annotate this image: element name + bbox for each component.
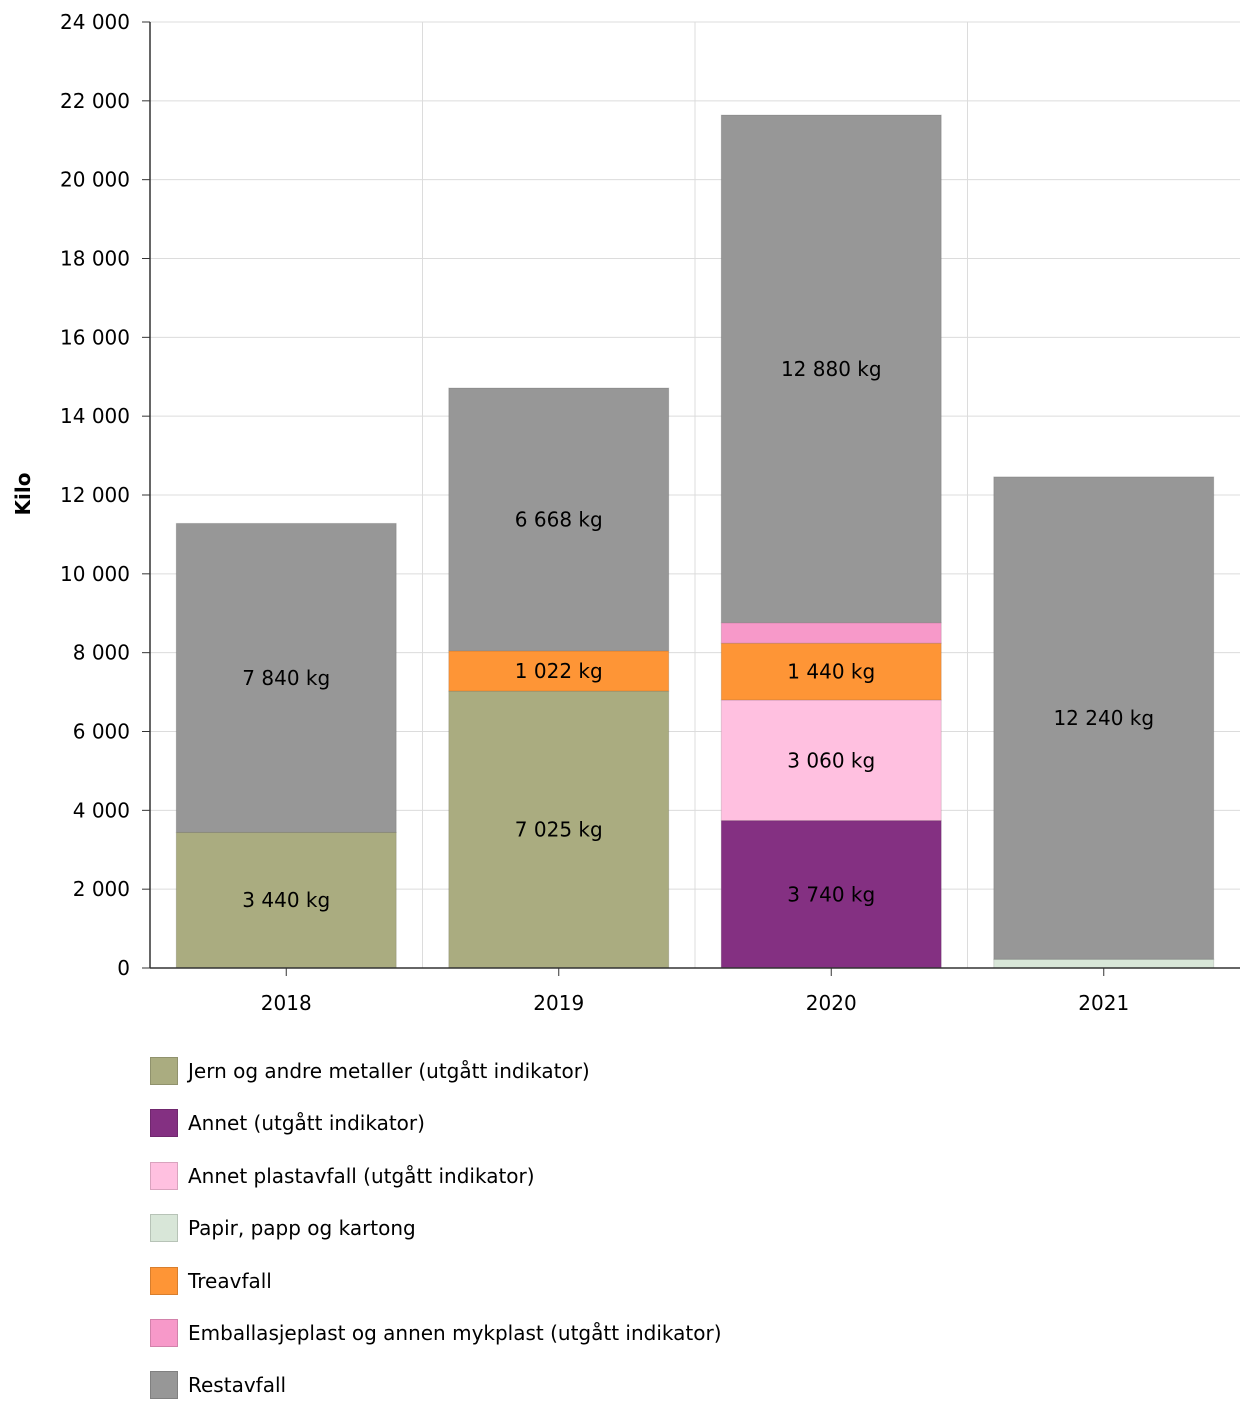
y-tick-label: 12 000 [60,483,130,507]
legend-label: Treavfall [188,1268,272,1293]
bars [175,114,1215,969]
y-tick-label: 0 [117,956,130,980]
grid-lines [150,21,1240,968]
bar-segment [448,387,670,652]
data-label: 1 022 kg [515,659,603,683]
bar-labels: 3 440 kg 7 840 kg 7 025 kg 1 022 kg 6 668 kg… [242,357,1154,912]
data-label: 7 840 kg [242,666,330,690]
stacked-bar-chart: 3 440 kg 7 840 kg 7 025 kg 1 022 kg 6 668 kg… [11,10,1240,1015]
y-tick-label: 14 000 [60,404,130,428]
bar-segment [720,642,942,701]
y-axis-title: Kilo [11,473,35,516]
y-tick-label: 8 000 [73,641,130,665]
x-tick-label: 2018 [261,991,312,1015]
data-label: 1 440 kg [787,660,875,684]
data-label: 3 440 kg [242,888,330,912]
bar-segment [720,114,942,624]
bar-segment [993,958,1215,969]
y-tick-label: 22 000 [60,89,130,113]
legend-label: Papir, papp og kartong [188,1216,416,1241]
x-tick-label: 2020 [806,991,857,1015]
bar-segment [175,522,397,833]
legend-swatch [150,1214,178,1243]
data-label: 3 060 kg [787,748,875,772]
data-label: 7 025 kg [515,818,603,842]
bar-segment [175,831,397,969]
legend-swatch [150,1109,178,1138]
y-tick-label: 2 000 [73,877,130,901]
legend-swatch [150,1057,178,1085]
bar-segment [448,650,670,692]
legend-swatch [150,1371,178,1400]
y-tick-label: 10 000 [60,562,130,586]
data-label: 6 668 kg [515,507,603,531]
data-label: 3 740 kg [787,882,875,906]
legend-label: Emballasjeplast og annen mykplast (utgåt… [188,1320,722,1345]
legend-label: Annet plastavfall (utgått indikator) [188,1163,535,1188]
axes: 0 2 000 4 000 6 000 8 000 10 000 12 000 14 000 1… [60,10,1240,1015]
legend-label: Jern og andre metaller (utgått indikator… [188,1059,590,1083]
x-tick-label: 2019 [533,991,584,1015]
y-tick-label: 6 000 [73,720,130,744]
legend-label: Annet (utgått indikator) [188,1111,425,1136]
bar-segment [720,622,942,644]
y-tick-label: 20 000 [60,168,130,192]
x-tick-label: 2021 [1078,991,1129,1015]
legend-swatch [150,1318,178,1347]
legend-label: Restavfall [188,1373,287,1398]
y-tick-label: 24 000 [60,10,130,34]
legend-swatch [150,1266,178,1295]
y-tick-label: 4 000 [73,798,130,822]
bar-segment [720,820,942,969]
data-label: 12 240 kg [1053,706,1154,730]
data-label: 12 880 kg [781,357,882,381]
y-tick-label: 18 000 [60,247,130,271]
bar-segment [993,476,1215,960]
legend-swatch [150,1161,178,1190]
y-tick-label: 16 000 [60,325,130,349]
bar-segment [448,690,670,969]
